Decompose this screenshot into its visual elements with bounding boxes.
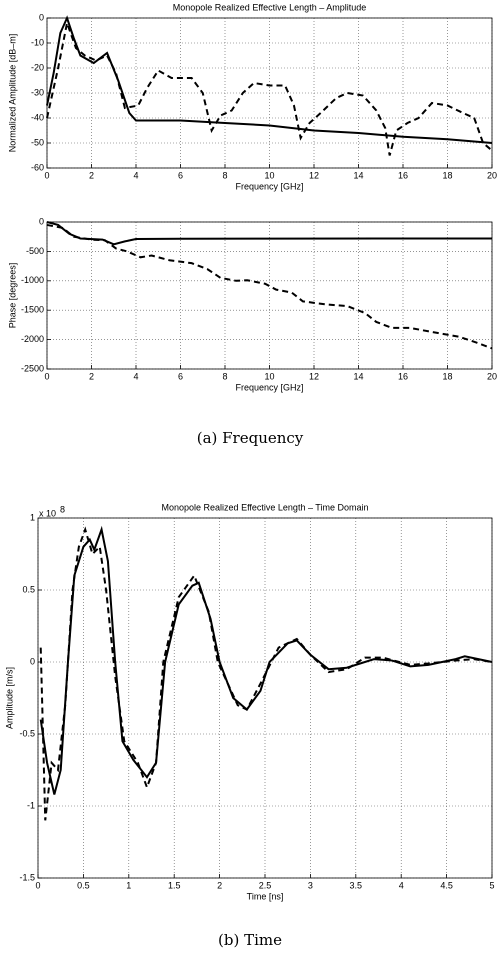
y-tick-label: 0.5	[22, 584, 35, 594]
y-tick-label: -50	[31, 137, 44, 147]
x-tick-label: 8	[222, 371, 227, 381]
caption: (a) Frequency	[197, 429, 304, 447]
x-tick-label: 2.5	[259, 880, 272, 890]
x-tick-label: 10	[264, 170, 274, 180]
x-tick-label: 0	[44, 371, 49, 381]
y-tick-label: 0	[39, 216, 44, 226]
data-line	[46, 15, 493, 144]
x-tick-label: 16	[398, 170, 408, 180]
y-multiplier-exponent: 8	[60, 504, 65, 514]
y-tick-label: -0.5	[19, 728, 35, 738]
data-line	[46, 223, 493, 350]
axes-frame	[46, 17, 493, 169]
y-tick-label: -2500	[21, 363, 44, 373]
x-tick-label: 16	[398, 371, 408, 381]
y-tick-label: -2000	[21, 334, 44, 344]
x-tick-label: 14	[353, 371, 363, 381]
x-tick-label: 14	[353, 170, 363, 180]
x-tick-label: 2	[217, 880, 222, 890]
x-tick-label: 4	[133, 170, 138, 180]
y-axis-label: Normalized Amplitude [dB–m]	[7, 34, 17, 153]
y-tick-label: -30	[31, 87, 44, 97]
y-multiplier: x 10	[39, 508, 56, 518]
y-tick-label: -1.5	[19, 872, 35, 882]
x-tick-label: 12	[309, 371, 319, 381]
x-tick-label: 3.5	[350, 880, 363, 890]
x-axis-label: Frequency [GHz]	[235, 382, 303, 392]
x-axis-label: Time [ns]	[247, 891, 284, 901]
y-tick-label: -60	[31, 162, 44, 172]
caption: (b) Time	[218, 931, 282, 949]
y-tick-label: -1500	[21, 305, 44, 315]
x-tick-label: 5	[489, 880, 494, 890]
chart-title: Monopole Realized Effective Length – Tim…	[162, 502, 369, 512]
y-tick-label: -40	[31, 112, 44, 122]
x-tick-label: 20	[487, 371, 497, 381]
x-tick-label: 12	[309, 170, 319, 180]
axes-frame	[46, 221, 493, 370]
x-tick-label: 2	[89, 170, 94, 180]
y-tick-label: 1	[30, 512, 35, 522]
y-tick-label: -500	[26, 246, 44, 256]
x-tick-label: 20	[487, 170, 497, 180]
y-tick-label: 0	[39, 12, 44, 22]
data-line	[39, 525, 493, 795]
x-tick-label: 0	[35, 880, 40, 890]
x-tick-label: 18	[442, 371, 452, 381]
x-tick-label: 10	[264, 371, 274, 381]
x-tick-label: 6	[178, 170, 183, 180]
x-axis-label: Frequency [GHz]	[235, 181, 303, 191]
x-tick-label: 18	[442, 170, 452, 180]
data-line	[46, 19, 493, 156]
y-axis-label: Amplitude [m/s]	[4, 667, 14, 729]
x-tick-label: 4	[399, 880, 404, 890]
y-tick-label: -20	[31, 62, 44, 72]
x-tick-label: 2	[89, 371, 94, 381]
x-tick-label: 3	[308, 880, 313, 890]
y-tick-label: -1	[27, 800, 35, 810]
chart-title: Monopole Realized Effective Length – Amp…	[173, 2, 366, 12]
data-line	[39, 526, 493, 821]
x-tick-label: 6	[178, 371, 183, 381]
x-tick-label: 1.5	[168, 880, 181, 890]
y-axis-label: Phase [degrees]	[7, 263, 17, 329]
x-tick-label: 8	[222, 170, 227, 180]
x-tick-label: 0.5	[77, 880, 90, 890]
x-tick-label: 4.5	[440, 880, 453, 890]
x-tick-label: 1	[126, 880, 131, 890]
y-tick-label: -1000	[21, 275, 44, 285]
axes-frame	[37, 517, 493, 879]
y-tick-label: -10	[31, 37, 44, 47]
x-tick-label: 4	[133, 371, 138, 381]
x-tick-label: 0	[44, 170, 49, 180]
y-tick-label: 0	[30, 656, 35, 666]
